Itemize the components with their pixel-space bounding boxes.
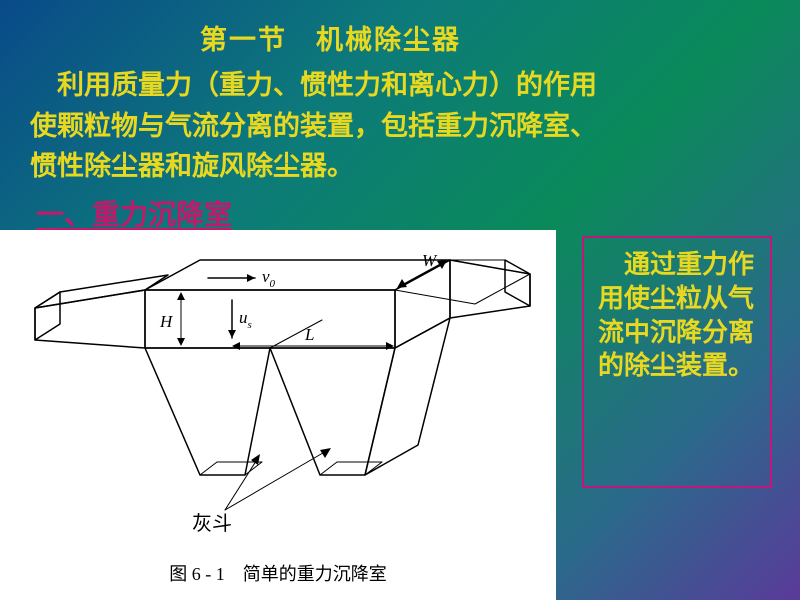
subheading: 一、重力沉降室 bbox=[0, 187, 800, 235]
label-hopper: 灰斗 bbox=[192, 512, 232, 535]
slide: 第一节 机械除尘器 利用质量力（重力、惯性力和离心力）的作用 使颗粒物与气流分离… bbox=[0, 0, 800, 600]
settling-chamber-diagram: v0 us H L W 灰斗 图 6 - 1 简单的重力沉降室 bbox=[0, 230, 556, 600]
label-us: us bbox=[239, 308, 252, 331]
figure-region: v0 us H L W 灰斗 图 6 - 1 简单的重力沉降室 bbox=[0, 230, 800, 600]
intro-line-3: 惯性除尘器和旋风除尘器。 bbox=[30, 146, 770, 187]
figure-container: v0 us H L W 灰斗 图 6 - 1 简单的重力沉降室 bbox=[0, 230, 556, 600]
intro-line-1: 利用质量力（重力、惯性力和离心力）的作用 bbox=[30, 65, 770, 106]
label-v0: v0 bbox=[262, 267, 276, 290]
section-title-wrap: 第一节 机械除尘器 bbox=[0, 18, 800, 57]
label-L: L bbox=[304, 325, 314, 344]
intro-line-2: 使颗粒物与气流分离的装置，包括重力沉降室、 bbox=[30, 106, 770, 147]
label-W: W bbox=[422, 251, 438, 270]
intro-paragraph: 利用质量力（重力、惯性力和离心力）的作用 使颗粒物与气流分离的装置，包括重力沉降… bbox=[0, 65, 800, 187]
figure-caption: 图 6 - 1 简单的重力沉降室 bbox=[169, 564, 387, 584]
section-title: 第一节 机械除尘器 bbox=[60, 18, 740, 57]
label-H: H bbox=[159, 312, 174, 331]
